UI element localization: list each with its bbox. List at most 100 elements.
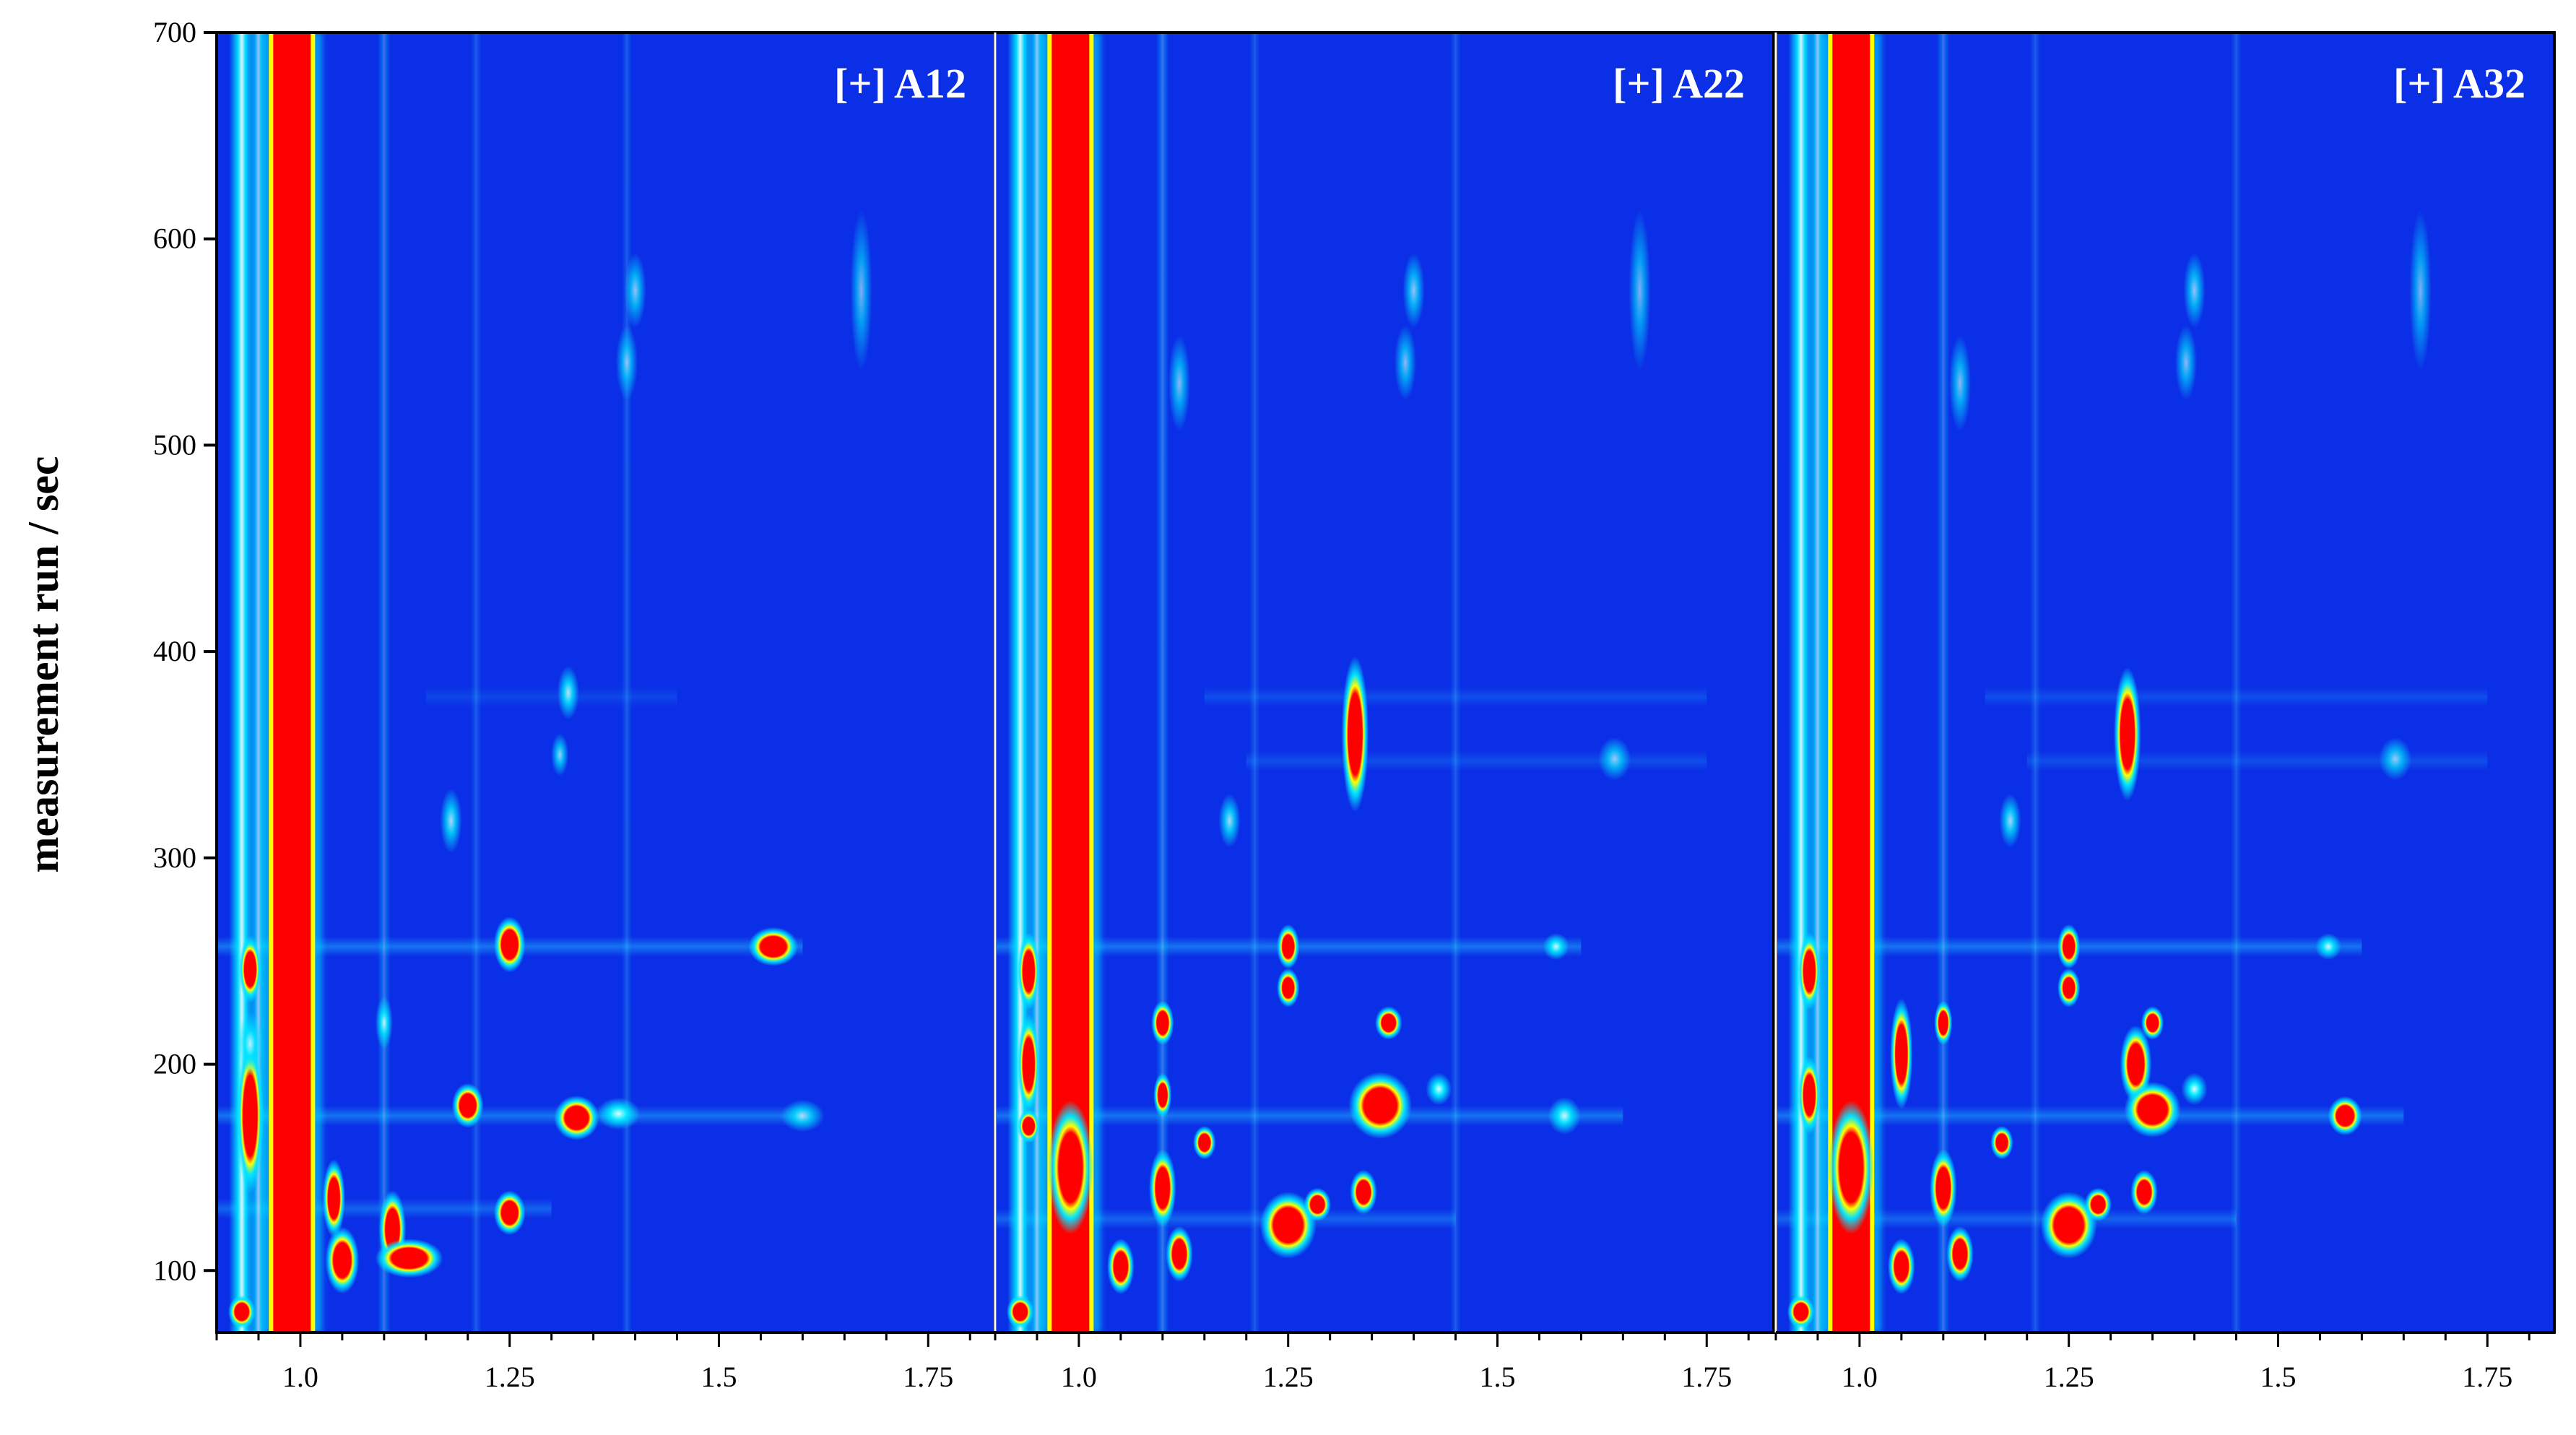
y-axis: 100 200 300 400 500 600 700 (153, 16, 218, 1332)
y-axis-title: measurement run / sec (19, 456, 67, 872)
peak (322, 1159, 345, 1238)
peak (1017, 1109, 1041, 1143)
y-tick-label: 600 (153, 222, 196, 255)
peak (1548, 1097, 1581, 1135)
vertical-streak (2029, 32, 2041, 1332)
peak (1006, 1295, 1034, 1329)
x-tick-label: 1.5 (2260, 1361, 2296, 1393)
peak (1193, 1126, 1216, 1160)
peak (1797, 932, 1821, 1010)
peak (237, 1011, 264, 1076)
peak (236, 1038, 264, 1194)
peak (2057, 924, 2081, 969)
vertical-streak (470, 32, 482, 1332)
peak (227, 1295, 256, 1329)
peak (1426, 1072, 1452, 1106)
peak (1218, 794, 1241, 848)
peak (1151, 1000, 1174, 1046)
vertical-streak (621, 32, 633, 1332)
peak (1934, 1000, 1953, 1046)
peak (1797, 1056, 1821, 1135)
peak (1348, 1072, 1413, 1139)
x-tick-label: 1.75 (2462, 1361, 2512, 1393)
horizontal-band (2026, 750, 2488, 771)
peak (493, 1190, 526, 1236)
x-tick-label: 1.0 (282, 1361, 318, 1393)
x-tick-label: 1.25 (1263, 1361, 1314, 1393)
peak (2181, 1072, 2208, 1106)
x-tick-label: 1.5 (701, 1361, 737, 1393)
peak (1888, 1239, 1915, 1295)
peak (554, 1096, 599, 1140)
peak (2328, 1096, 2362, 1135)
vertical-streak (1936, 32, 1950, 1332)
peak (781, 1099, 825, 1132)
peak (1277, 968, 1300, 1007)
horizontal-band (1246, 750, 1707, 771)
peak (2141, 1006, 2164, 1040)
reactant-ion-peak (273, 32, 311, 1332)
peak (2174, 325, 2198, 401)
panel-label: [+] A32 (2393, 60, 2525, 107)
panel-label: [+] A12 (834, 60, 966, 107)
peak (1017, 1014, 1041, 1114)
horizontal-band (425, 687, 677, 707)
peak (748, 927, 799, 966)
panel-3: [+] A32 (1774, 31, 2556, 1334)
peak (2130, 1169, 2158, 1215)
x-tick-label: 1.75 (903, 1361, 953, 1393)
x-tick-label: 1.75 (1681, 1361, 1732, 1393)
x-tick-label: 1.5 (1479, 1361, 1515, 1393)
panel-background (1776, 32, 2554, 1332)
peak (2124, 1081, 2181, 1137)
peak (2183, 253, 2206, 329)
panel-2: [+] A22 (994, 31, 1775, 1334)
peak (2315, 933, 2342, 961)
peak (1829, 1100, 1874, 1234)
peak (624, 253, 646, 329)
peak (238, 935, 262, 1003)
peak (325, 1226, 360, 1294)
panel-background (217, 32, 995, 1332)
peak (1402, 253, 1425, 329)
peak (1017, 932, 1041, 1010)
peak (1946, 1226, 1974, 1282)
peak (375, 996, 393, 1050)
y-tick-label: 300 (153, 841, 196, 874)
peak (557, 666, 579, 720)
peak (1277, 924, 1300, 969)
peak (1304, 1187, 1332, 1222)
peak (2084, 1187, 2112, 1222)
y-tick-label: 400 (153, 635, 196, 667)
peak (440, 788, 462, 853)
vertical-streak (1249, 32, 1260, 1332)
x-tick-label: 1.25 (2044, 1361, 2094, 1393)
peak (1394, 325, 1417, 401)
peak (493, 916, 526, 973)
peak (1048, 1100, 1093, 1234)
x-axis: 1.0 1.25 1.5 1.75 1.0 1.25 1.5 1.75 1.0 1.25 1.5 1.… (215, 1331, 2554, 1393)
peak (1629, 209, 1651, 371)
peak (1787, 1295, 1815, 1329)
peak (1543, 933, 1569, 961)
peak (2040, 1192, 2097, 1259)
peak (451, 1083, 484, 1128)
vertical-streak (1155, 32, 1169, 1332)
panel-label: [+] A22 (1613, 60, 1745, 107)
y-tick-label: 500 (153, 428, 196, 461)
peak (2409, 209, 2432, 371)
peak (1948, 334, 1972, 432)
peak (2057, 968, 2081, 1007)
vertical-streak (2231, 32, 2242, 1332)
panel-1: [+] A12 (215, 31, 997, 1334)
peak (1598, 737, 1631, 781)
peak (1990, 1126, 2013, 1160)
panels-layer: [+] A12 [+] A22 [+] A32 (215, 31, 2556, 1334)
y-tick-label: 700 (153, 16, 196, 48)
peak (1341, 656, 1369, 812)
peak (1375, 1006, 1402, 1040)
vertical-streak (377, 32, 391, 1332)
peak (375, 1239, 443, 1278)
vertical-streak (1450, 32, 1461, 1332)
